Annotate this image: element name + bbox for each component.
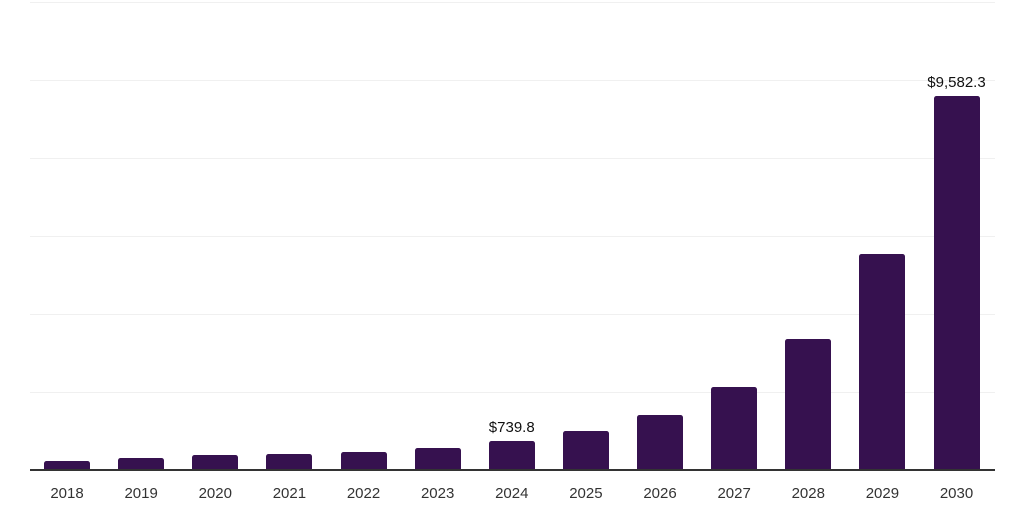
x-axis-line [30,469,995,471]
x-tick-2027: 2027 [717,485,751,502]
x-tick-2024: 2024 [495,485,529,502]
bar-2028 [785,338,832,470]
x-tick-2021: 2021 [272,485,307,502]
gridline-4000 [30,314,995,315]
gridline-6000 [30,236,995,237]
x-tick-2025: 2025 [569,485,603,502]
bar-2023 [414,447,461,470]
x-tick-2026: 2026 [643,485,677,502]
x-tick-2019: 2019 [124,485,158,502]
gridline-12000 [30,2,995,3]
data-label-2030: $9,582.3 [927,74,986,92]
data-label-2024: $739.8 [488,419,535,437]
plot-area: $739.8 $9,582.3 [30,2,995,470]
x-tick-2022: 2022 [346,485,381,502]
x-tick-2020: 2020 [198,485,232,502]
x-tick-2018: 2018 [50,485,84,502]
bar-2020 [192,454,239,470]
bar-2022 [340,452,387,470]
bar-2029 [859,254,906,470]
x-tick-2030: 2030 [939,485,974,502]
bar-2026 [637,415,683,470]
bar-2030 [933,96,980,470]
bar-2024 [488,441,535,470]
bar-2027 [711,387,758,470]
bar-2018 [44,460,90,470]
gridline-8000 [30,158,995,159]
bar-2019 [118,457,165,470]
gridline-2000 [30,392,995,393]
bar-2025 [562,430,609,470]
gridline-10000 [30,80,995,81]
x-tick-2028: 2028 [791,485,825,502]
bar-2021 [266,453,313,470]
x-tick-2023: 2023 [420,485,455,502]
x-tick-2029: 2029 [865,485,900,502]
